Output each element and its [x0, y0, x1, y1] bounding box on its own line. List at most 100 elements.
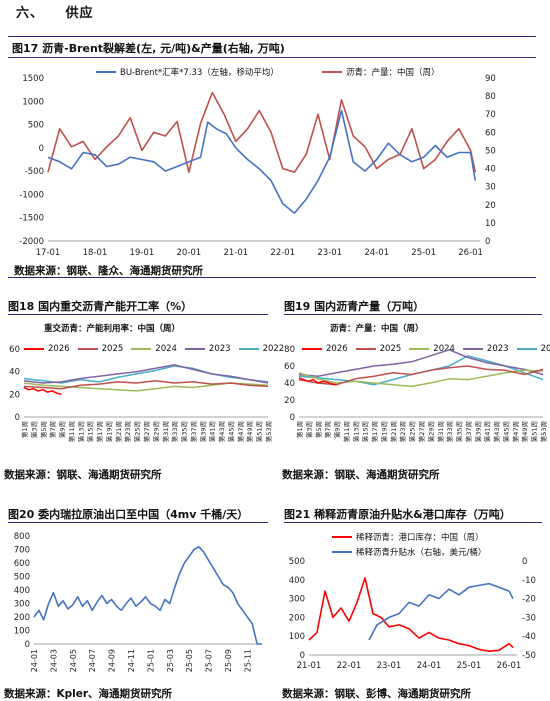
fig20-x-tick: 25-05	[185, 649, 194, 672]
fig21-y-right-tick: -30	[522, 613, 536, 623]
fig21-y-right-tick: -50	[522, 651, 536, 661]
fig18-series-2025	[23, 379, 269, 390]
fig21-series-inventory	[308, 577, 514, 652]
fig18-source: 数据来源：钢联、海通期货研究所	[4, 469, 162, 481]
fig19-x-tick: 第9周	[333, 421, 342, 438]
section-title: 供应	[65, 6, 94, 21]
fig17-chart: 150010005000-500-1000-1500-2000908070605…	[19, 74, 496, 258]
fig17-x-tick: 18-01	[83, 248, 108, 258]
fig18-legend-2022: 2022	[238, 344, 284, 354]
fig17-y-left-tick: 0	[39, 144, 44, 154]
fig18-x-tick: 第17周	[95, 421, 104, 442]
fig17-y-left-tick: 1000	[22, 97, 44, 107]
fig18-series-2022	[23, 365, 269, 384]
fig20-y-tick: 100	[14, 627, 30, 637]
fig17-x-tick: 19-01	[130, 248, 155, 258]
fig17-y-right-tick: 40	[485, 165, 496, 175]
fig21-x-tick: 22-01	[337, 661, 362, 671]
fig20-y-tick: 300	[14, 600, 30, 610]
fig20-y-tick: 800	[14, 532, 30, 542]
fig20-x-tick: 24-07	[88, 649, 97, 672]
fig20-y-tick: 600	[14, 559, 30, 569]
fig21-legend-item-2: 稀释沥青升贴水（右轴，美元/桶）	[332, 546, 486, 558]
fig21-legend-item-1: 稀释沥青：港口库存：中国（周）	[332, 531, 484, 543]
fig19-x-tick: 第41周	[483, 421, 492, 442]
fig20-x-tick: 25-01	[146, 649, 155, 672]
fig18-x-tick: 第33周	[170, 421, 179, 442]
fig19-x-tick: 第5周	[314, 421, 323, 438]
fig21-y-left-tick: 200	[289, 613, 305, 623]
fig19-x-tick: 第29周	[426, 421, 435, 442]
fig20-x-tick: 25-07	[205, 649, 214, 672]
fig21-x-tick: 23-01	[377, 661, 402, 671]
fig18-x-tick: 第53周	[264, 421, 273, 442]
fig17-x-tick: 22-01	[270, 248, 295, 258]
fig18-y-tick: 60	[9, 345, 20, 355]
fig17-x-tick: 21-01	[223, 248, 248, 258]
fig20-y-tick: 400	[14, 586, 30, 596]
fig21-title: 图21 稀释沥青原油升贴水&港口库存（万吨）	[284, 508, 511, 521]
fig18-x-tick: 第45周	[226, 421, 235, 442]
fig17-y-left-tick: -500	[25, 167, 44, 177]
fig18-y-tick: 40	[9, 368, 20, 378]
fig19-legend-2024: 2024	[409, 344, 455, 354]
fig17-y-left-tick: -2000	[19, 237, 44, 247]
fig20-chart: 800 700 600 500 400 300 200 100 024-01 24-03 24-05…	[14, 532, 262, 672]
fig18-series-2024	[23, 382, 269, 392]
fig18-x-tick: 第9周	[58, 421, 67, 438]
fig18-x-tick: 第51周	[255, 421, 264, 442]
fig18-x-tick: 第11周	[67, 421, 76, 442]
fig18-y-tick: 20	[9, 390, 20, 400]
fig18-series-2023	[23, 364, 269, 384]
fig20-y-tick: 0	[25, 640, 30, 650]
fig18-x-tick: 第49周	[245, 421, 254, 442]
fig18-x-tick: 第23周	[123, 421, 132, 442]
fig21-y-left-tick: 100	[289, 632, 305, 642]
fig19-series-2024	[298, 369, 544, 388]
fig21-y-right-tick: -20	[522, 595, 536, 605]
fig19-y-tick: 40	[284, 379, 295, 389]
fig20-x-tick: 25-03	[166, 649, 175, 672]
fig18-x-tick: 第43周	[217, 421, 226, 442]
fig19-x-tick: 第35周	[455, 421, 464, 442]
fig21-x-tick: 25-01	[457, 661, 482, 671]
fig17-y-right-tick: 20	[485, 201, 496, 211]
fig18-x-tick: 第5周	[39, 421, 48, 438]
fig19-y-tick: 20	[284, 396, 295, 406]
fig21-x-tick: 26-01	[497, 661, 522, 671]
fig19-x-tick: 第53周	[539, 421, 548, 442]
fig20-x-tick: 25-09	[224, 649, 233, 672]
fig17-y-right-tick: 30	[485, 183, 496, 193]
fig18-x-tick: 第7周	[48, 421, 57, 438]
fig19-x-tick: 第45周	[501, 421, 510, 442]
fig21-source: 数据来源：钢联、彭博、海通期货研究所	[282, 688, 471, 700]
fig19-subtitle: 沥青：产量：中国（周）	[330, 324, 424, 334]
fig19-series-2026	[298, 377, 337, 386]
fig19-source: 数据来源：钢联、海通期货研究所	[282, 469, 440, 481]
fig19-x-tick: 第47周	[511, 421, 520, 442]
fig18-x-tick: 第35周	[180, 421, 189, 442]
fig20-x-tick: 24-01	[30, 649, 39, 672]
fig17-top-rule	[8, 36, 536, 37]
fig17-bottom-rule	[8, 277, 536, 278]
fig17-x-tick: 24-01	[364, 248, 389, 258]
fig17-y-right-tick: 70	[485, 110, 496, 120]
fig18-legend-2025: 2025	[77, 344, 123, 354]
fig21-chart: 500 400 300 200 100 0 0 -10 -20 -30 -40 -50 21-01 22-…	[289, 557, 536, 671]
fig17-series-production	[47, 91, 477, 173]
fig19-x-tick: 第13周	[351, 421, 360, 442]
fig17-legend-item-1: BU-Brent*汇率*7.33（左轴，移动平均）	[96, 66, 279, 78]
fig19-x-tick: 第21周	[389, 421, 398, 442]
fig19-title-rule	[284, 314, 542, 315]
fig19-legend-2025: 2025	[355, 344, 401, 354]
fig19-legend-2022: 2022	[516, 344, 550, 354]
fig18-x-tick: 第29周	[151, 421, 160, 442]
fig18-x-tick: 第27周	[142, 421, 151, 442]
fig17-y-left-tick: -1500	[19, 214, 44, 224]
fig20-x-tick: 24-03	[49, 649, 58, 672]
fig20-x-tick: 24-11	[127, 649, 136, 672]
fig18-x-tick: 第41周	[208, 421, 217, 442]
fig21-y-left-tick: 400	[289, 576, 305, 586]
fig17-x-tick: 20-01	[177, 248, 202, 258]
